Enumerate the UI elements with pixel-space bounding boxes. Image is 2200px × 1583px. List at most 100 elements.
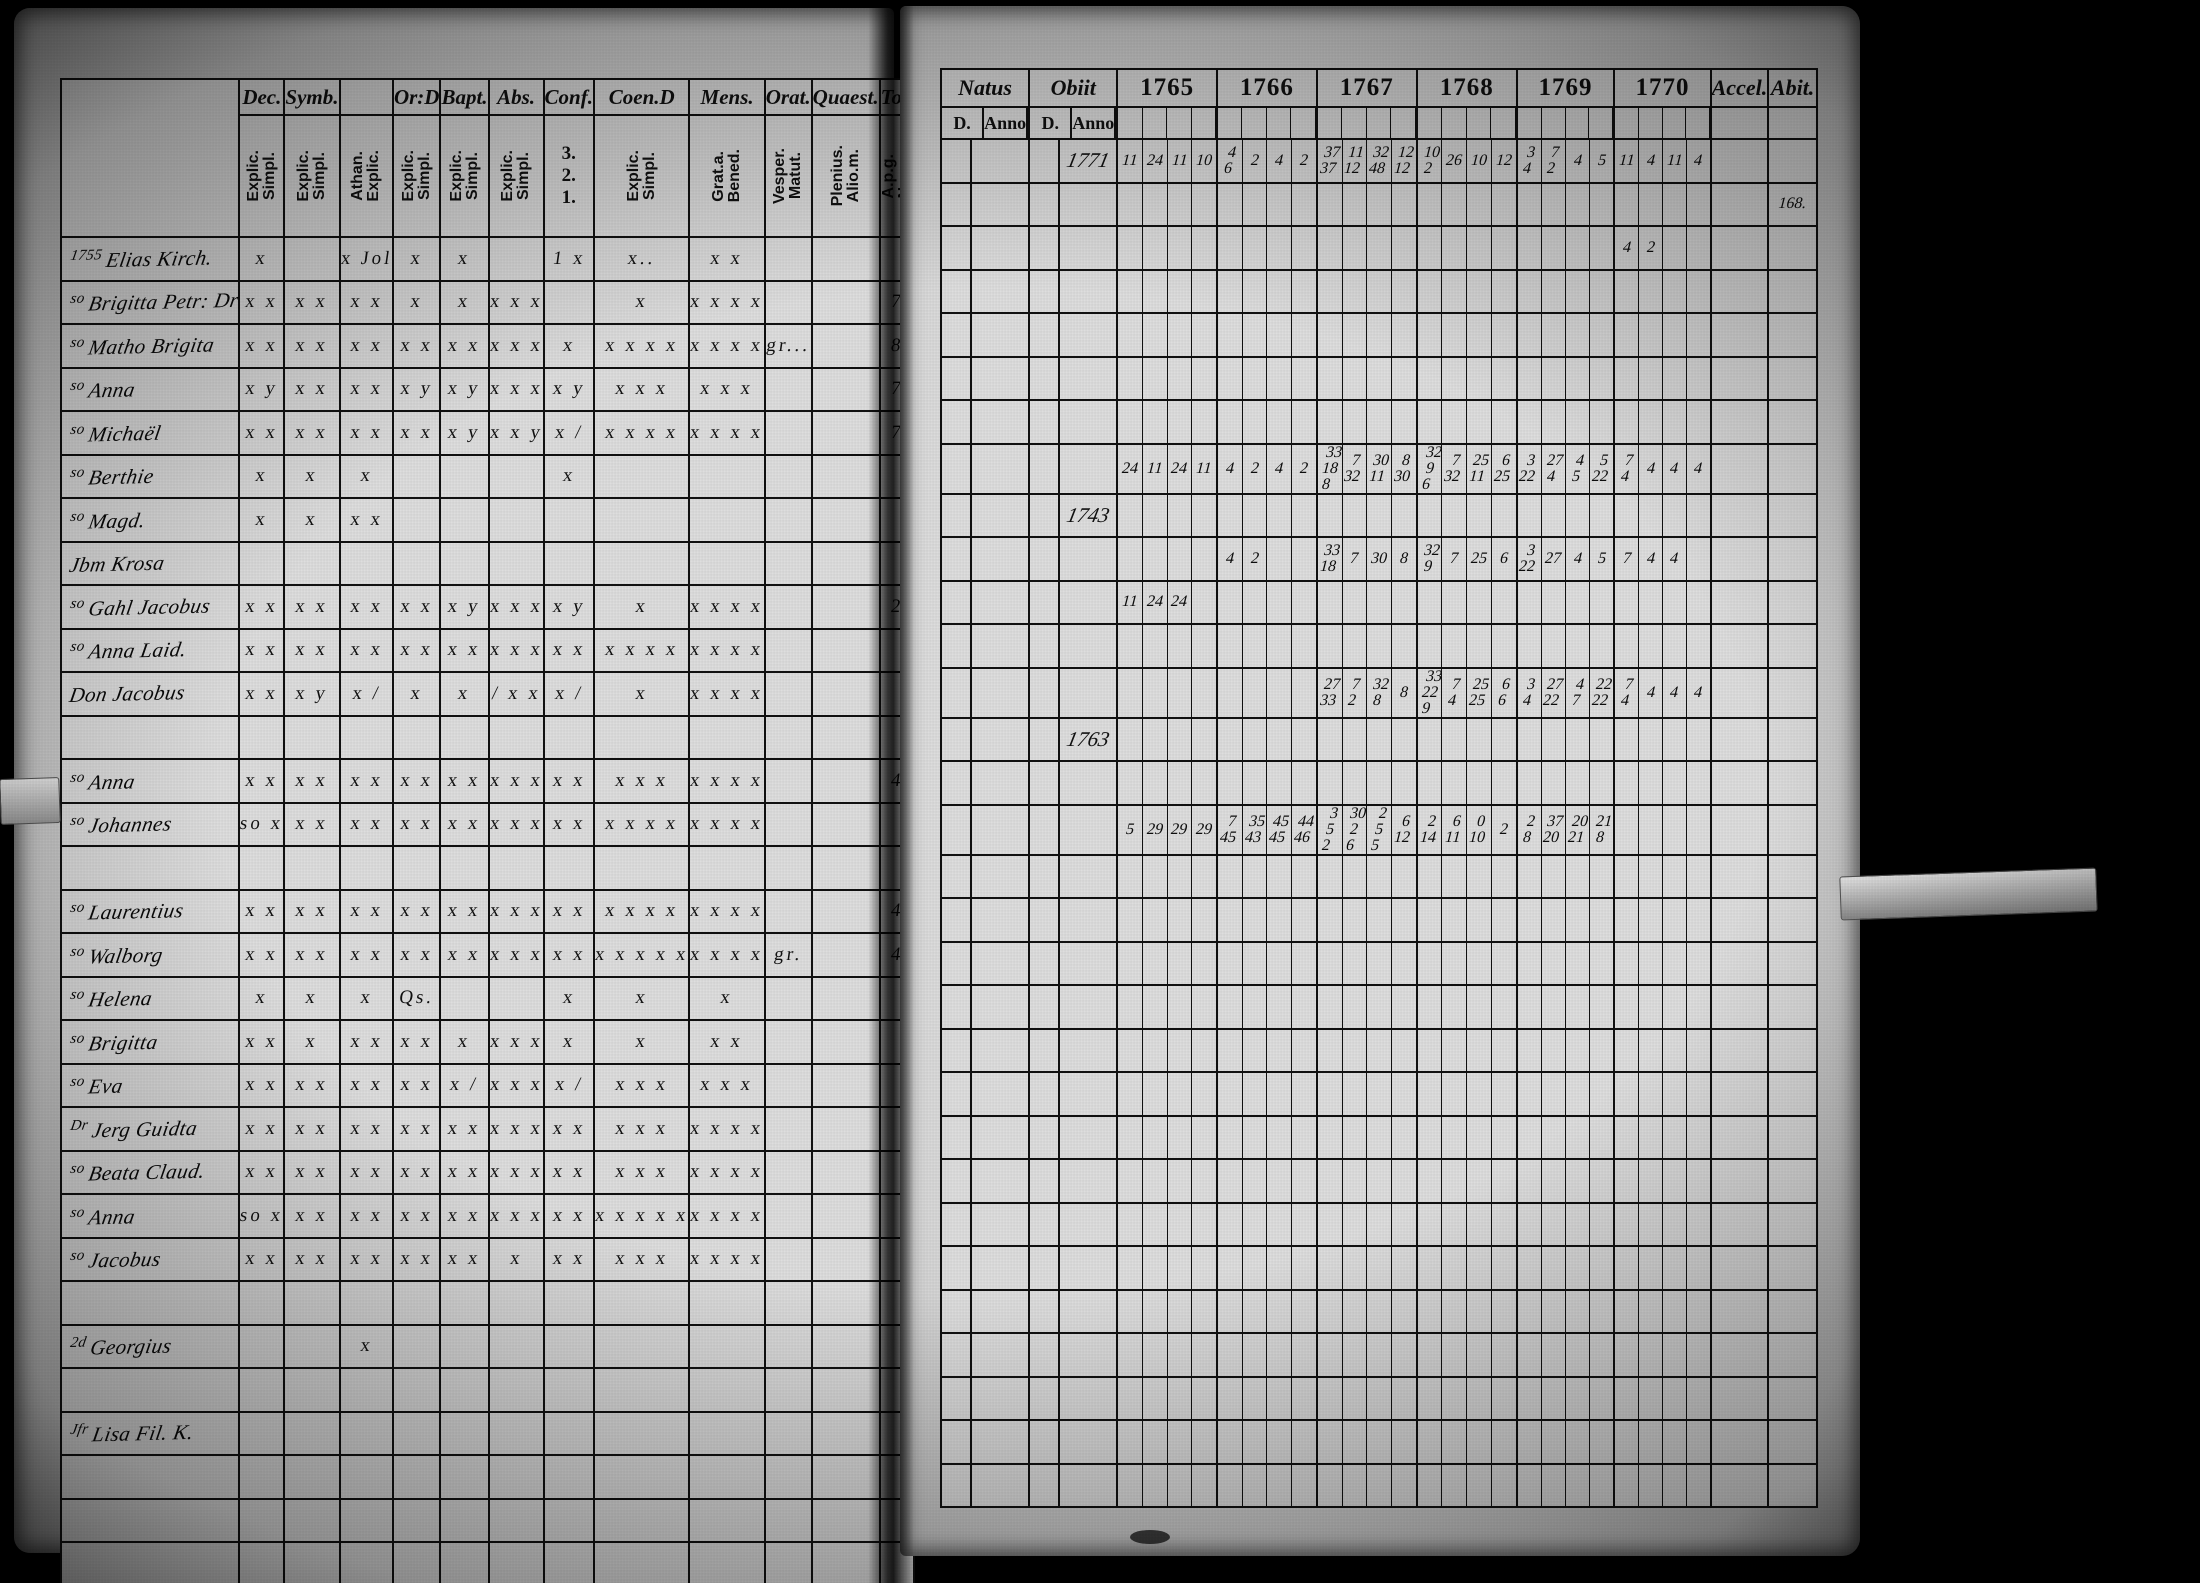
mark-cell: x <box>439 1019 490 1065</box>
year-subcell <box>1542 1160 1567 1202</box>
year-subcell <box>1292 1421 1316 1463</box>
tally-marks: x x <box>446 943 483 965</box>
mark-cell <box>592 1497 691 1543</box>
tally-marks: x x x x <box>603 334 680 356</box>
right-col-header-1767: 1767 <box>1315 68 1418 108</box>
mark-cell <box>439 1497 490 1543</box>
obiit-day <box>1030 1247 1061 1289</box>
mark-cell <box>763 1019 813 1065</box>
year-subcell <box>1590 1334 1613 1376</box>
year-subcell <box>1318 1160 1343 1202</box>
year-subcell <box>1442 1334 1468 1376</box>
year-subcell <box>1218 899 1243 941</box>
year-subcell <box>1615 1247 1640 1289</box>
obiit-day <box>1030 625 1061 667</box>
tally-marks: x <box>304 987 320 1009</box>
year-subcell: 4 <box>1663 444 1687 493</box>
subheader-stack: Explic. Simpl. <box>285 118 338 234</box>
tally-marks: x x <box>550 639 587 661</box>
tally-number: 22 22 <box>1589 675 1615 709</box>
tally-marks: x <box>719 987 735 1009</box>
year-subcell <box>1590 986 1613 1028</box>
name-prefix: so <box>69 290 87 308</box>
year-cell-1768 <box>1415 1332 1518 1378</box>
year-subcell <box>1292 358 1316 400</box>
year-cell-1767 <box>1315 1114 1418 1160</box>
accel-cell <box>1709 1419 1770 1465</box>
year-subcell <box>1168 1290 1193 1332</box>
year-subcell <box>1639 357 1663 399</box>
year-subcell <box>1615 1073 1640 1115</box>
year-subcell <box>1467 1203 1492 1245</box>
natus-cell <box>939 623 1031 669</box>
year-subcell <box>1192 1117 1216 1159</box>
mark-cell: so x <box>238 1193 286 1239</box>
mark-cell <box>439 975 490 1021</box>
mark-cell <box>238 1454 286 1500</box>
year-subcell <box>1343 1377 1368 1419</box>
accel-cell <box>1709 760 1770 806</box>
subheader-text: Anno <box>1072 108 1117 138</box>
year-subcell <box>1192 538 1216 580</box>
tally-number: 2 <box>1248 151 1261 169</box>
year-subcell: 25 <box>1467 538 1492 580</box>
year-subcell <box>1168 942 1193 984</box>
year-subcell <box>1118 538 1143 580</box>
person-name: soBerthie <box>69 464 156 490</box>
year-subcell <box>1143 986 1168 1028</box>
mark-cell <box>688 1410 766 1456</box>
year-cell-1768 <box>1415 716 1518 762</box>
mark-cell: x / <box>338 671 394 717</box>
tally-marks: x x <box>446 1117 483 1139</box>
year-cell-1770 <box>1613 1245 1712 1291</box>
year-subcell <box>1418 762 1443 804</box>
tally-number: 4 <box>1223 459 1237 477</box>
year-subcell <box>1243 1160 1268 1202</box>
year-cell-1770 <box>1613 181 1712 227</box>
year-subcell <box>1392 719 1416 761</box>
mark-cell: x x x x <box>688 1149 766 1195</box>
year-cell-1770 <box>1613 897 1712 943</box>
table-row: 27 33 7 2 32 8 8 33 22 9 7 4 25 25 6 6 3 4 27 22 4 7 22 22 7 4 4 4 4 <box>939 666 1818 719</box>
year-subcell: 4 <box>1687 445 1710 493</box>
year-cell-1767 <box>1315 181 1418 227</box>
tally-number: 11 <box>1145 459 1165 477</box>
table-row <box>939 399 1818 445</box>
year-subcell: 3 22 <box>1517 538 1542 580</box>
tally-marks: x x x x <box>603 900 680 922</box>
mark-cell: x y <box>542 366 595 412</box>
mark-cell <box>238 1541 286 1583</box>
tally-marks: x x <box>244 1030 280 1052</box>
year-cell-1766 <box>1215 1071 1318 1117</box>
year-cell-1767 <box>1315 716 1418 762</box>
year-cell-1766 <box>1215 760 1318 806</box>
year-cell-1769 <box>1515 1332 1616 1378</box>
year-cell-1769 <box>1515 1375 1616 1421</box>
year-subcell <box>1542 1464 1567 1506</box>
year-subcell <box>1663 1160 1687 1202</box>
year-subcell: 2 <box>1492 806 1516 854</box>
row-name-cell: soGahl Jacobus <box>59 584 241 630</box>
accel-cell <box>1709 803 1770 856</box>
name-prefix: so <box>69 1073 87 1091</box>
year-subcell <box>1639 625 1663 667</box>
obiit-cell <box>1028 1375 1119 1421</box>
mark-cell: x x x x <box>688 323 766 369</box>
year-subcell <box>1518 899 1542 941</box>
tally-marks: x y <box>446 378 483 400</box>
year-subcell: 11 <box>1192 445 1216 493</box>
abit-cell <box>1767 138 1818 184</box>
year-subcell <box>1292 1247 1316 1289</box>
name-prefix: so <box>69 638 87 656</box>
tally-number: 8 30 <box>1391 451 1413 485</box>
year-subcell <box>1639 1421 1663 1463</box>
tally-marks: x <box>409 682 425 704</box>
mark-cell: x x <box>439 1193 490 1239</box>
year-cell-1767: 37 37 11 12 32 48 12 12 <box>1315 138 1418 184</box>
year-cell-1766 <box>1215 897 1318 943</box>
year-subcell <box>1418 1421 1443 1463</box>
subheader-stack: Explic. Simpl. <box>595 118 689 234</box>
natus-year <box>972 1334 1028 1376</box>
year-subcell <box>1663 762 1687 804</box>
